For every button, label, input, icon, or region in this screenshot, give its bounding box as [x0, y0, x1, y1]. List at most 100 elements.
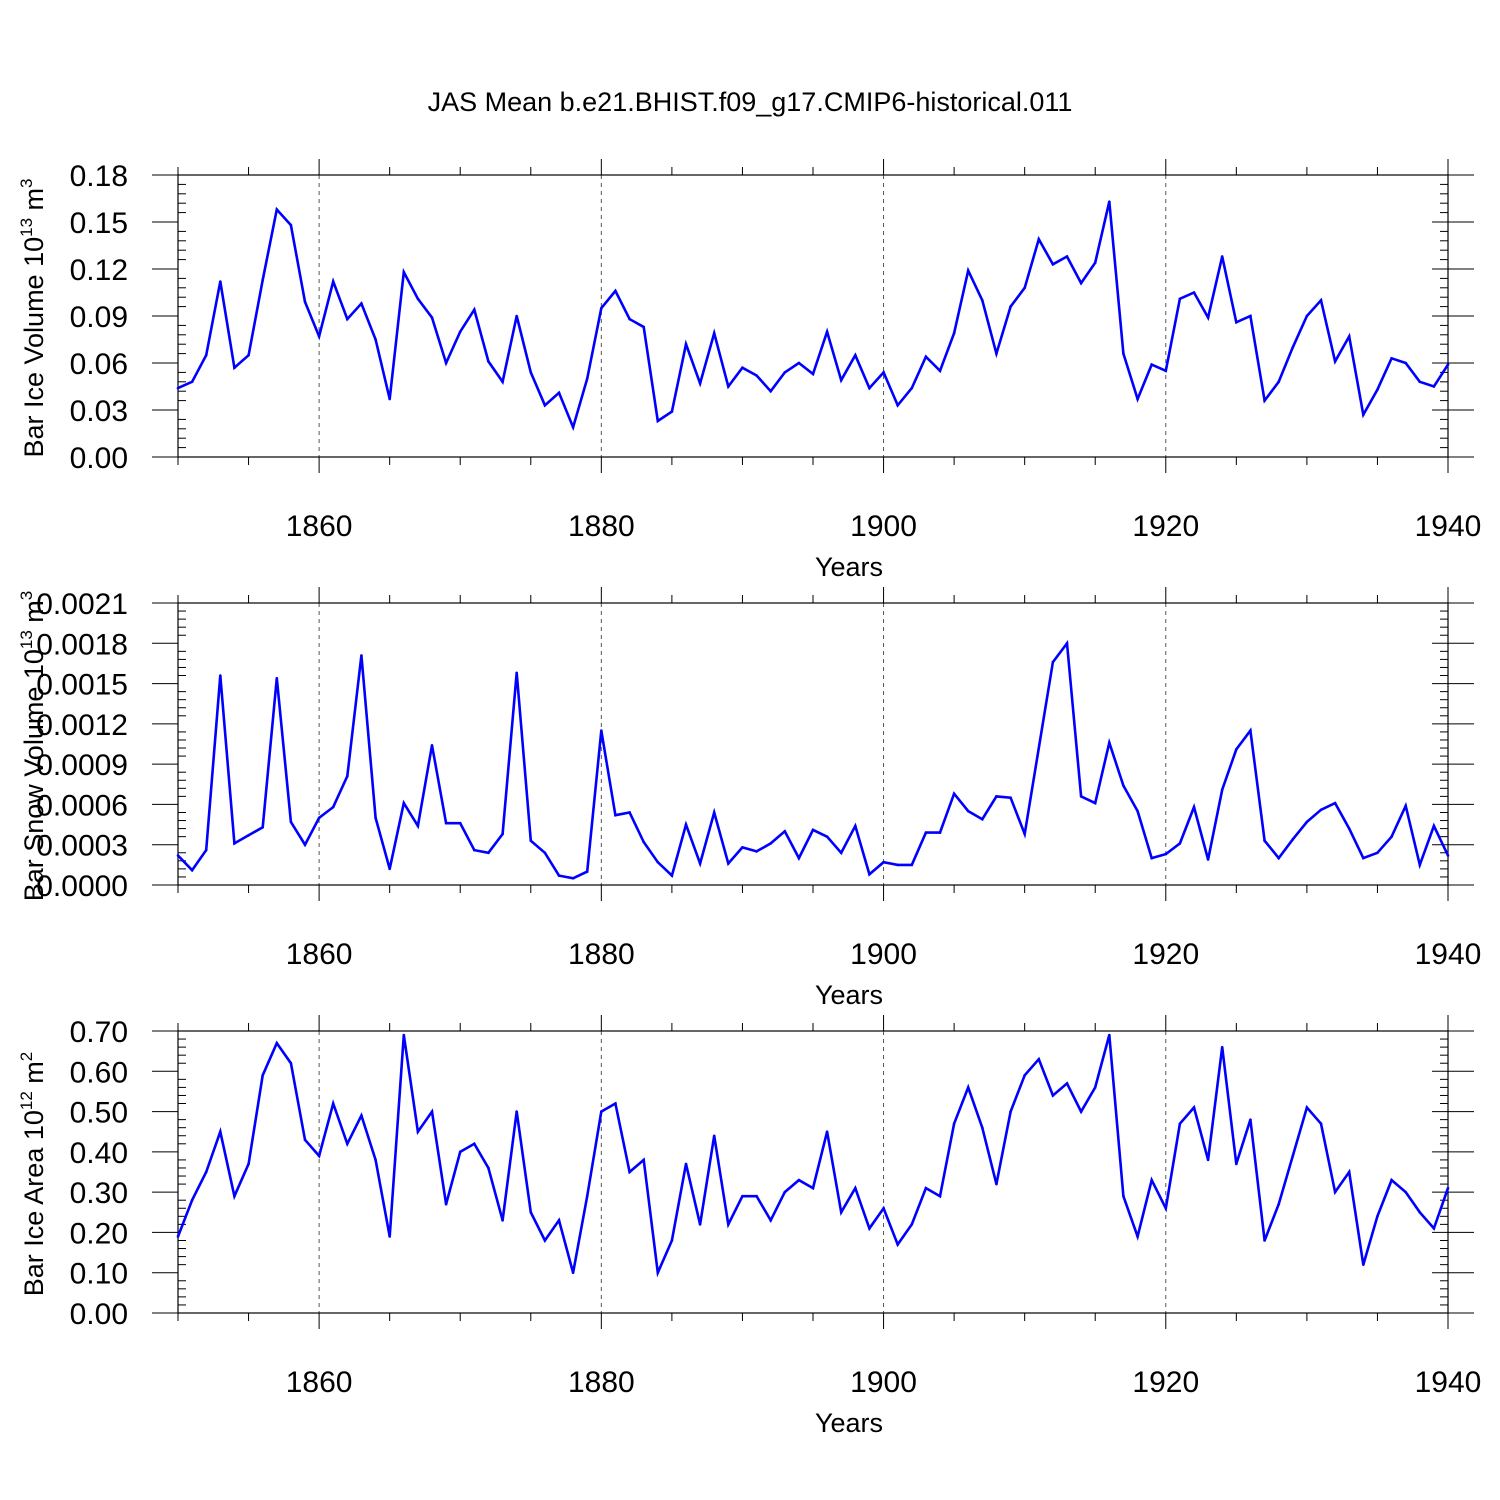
- data-point: [261, 825, 264, 829]
- data-point: [614, 289, 617, 293]
- data-point: [656, 860, 660, 864]
- data-point: [1418, 1210, 1422, 1214]
- data-point: [628, 317, 631, 321]
- x-tick-label: 1940: [1415, 1366, 1482, 1399]
- data-point: [571, 425, 575, 429]
- data-point: [600, 306, 603, 310]
- data-point: [416, 1130, 420, 1134]
- data-point: [219, 674, 222, 677]
- data-point: [430, 316, 434, 319]
- data-point: [966, 809, 970, 813]
- data-point: [204, 1170, 208, 1174]
- data-point: [458, 1150, 462, 1154]
- data-point: [190, 1198, 194, 1202]
- data-point: [247, 1162, 250, 1166]
- y-tick-label: 0.00: [70, 442, 128, 475]
- data-point: [1249, 1118, 1252, 1121]
- data-point: [585, 1194, 589, 1198]
- data-point: [557, 391, 561, 395]
- plot-frame: [177, 602, 1449, 886]
- data-point: [1319, 1122, 1323, 1125]
- data-point: [331, 1102, 335, 1105]
- data-point: [501, 1219, 504, 1222]
- data-point: [317, 816, 321, 820]
- data-point: [444, 821, 448, 825]
- data-point: [1390, 835, 1393, 838]
- data-point: [910, 863, 914, 867]
- data-point: [444, 1202, 448, 1206]
- data-point: [1446, 363, 1450, 366]
- data-point: [176, 1235, 180, 1238]
- x-tick-label: 1900: [850, 938, 917, 971]
- series-line-ice-volume: [177, 201, 1450, 432]
- data-point: [1136, 809, 1139, 813]
- data-point: [741, 846, 744, 849]
- data-point: [797, 361, 801, 365]
- y-tick-label: 0.00: [70, 1298, 128, 1331]
- y-tick-label: 0.0015: [36, 669, 128, 702]
- data-point: [204, 353, 208, 357]
- data-point: [811, 828, 815, 832]
- data-point: [1079, 795, 1083, 798]
- data-point: [1023, 286, 1026, 290]
- y-tick-label: 0.18: [70, 160, 128, 193]
- data-point: [1220, 1045, 1224, 1049]
- y-tick-label: 0.03: [70, 395, 128, 428]
- series-line-snow-volume: [177, 639, 1450, 880]
- data-point: [995, 1182, 998, 1186]
- x-axis-title: Years: [815, 980, 883, 1010]
- y-tick-label: 0.15: [70, 207, 128, 240]
- data-point: [741, 366, 744, 370]
- data-point: [811, 1186, 815, 1190]
- data-point: [1390, 357, 1393, 360]
- data-point: [797, 1178, 801, 1182]
- x-axis-title: Years: [815, 552, 883, 582]
- data-point: [952, 792, 956, 795]
- data-point: [1093, 801, 1097, 805]
- data-point: [1418, 863, 1422, 867]
- y-tick-label: 0.0021: [36, 588, 128, 621]
- data-point: [727, 1223, 730, 1226]
- data-point: [585, 870, 589, 873]
- y-tick-label: 0.50: [70, 1097, 128, 1130]
- data-point: [543, 1239, 547, 1242]
- data-point: [1235, 1162, 1238, 1166]
- data-point: [628, 811, 631, 814]
- data-point: [938, 369, 942, 373]
- x-tick-label: 1860: [286, 938, 353, 971]
- data-point: [1263, 1239, 1266, 1242]
- x-tick-label: 1880: [568, 510, 635, 543]
- data-point: [896, 404, 899, 407]
- data-point: [1009, 1110, 1012, 1113]
- data-point: [966, 1086, 970, 1089]
- data-point: [261, 1074, 264, 1077]
- data-point: [1432, 385, 1436, 388]
- data-point: [981, 299, 984, 302]
- data-point: [1037, 1057, 1041, 1061]
- data-point: [233, 842, 236, 845]
- x-tick-label: 1860: [286, 510, 353, 543]
- data-point: [1051, 660, 1055, 664]
- data-point: [995, 352, 998, 355]
- y-tick-label: 0.06: [70, 348, 128, 381]
- data-point: [1192, 805, 1196, 809]
- data-point: [1404, 361, 1407, 365]
- data-point: [1432, 1227, 1436, 1230]
- data-point: [1178, 842, 1182, 845]
- data-point: [515, 314, 518, 318]
- data-point: [1404, 804, 1407, 808]
- data-point: [1347, 827, 1351, 830]
- data-point: [444, 361, 448, 365]
- data-point: [1009, 305, 1012, 308]
- data-point: [981, 1126, 984, 1129]
- data-point: [1333, 360, 1337, 363]
- data-point: [854, 1186, 857, 1190]
- data-point: [839, 851, 843, 855]
- data-point: [1362, 1263, 1365, 1266]
- data-point: [374, 338, 377, 341]
- data-point: [854, 824, 857, 828]
- x-tick-label: 1880: [568, 1366, 635, 1399]
- data-point: [219, 1130, 222, 1134]
- data-point: [1150, 856, 1153, 860]
